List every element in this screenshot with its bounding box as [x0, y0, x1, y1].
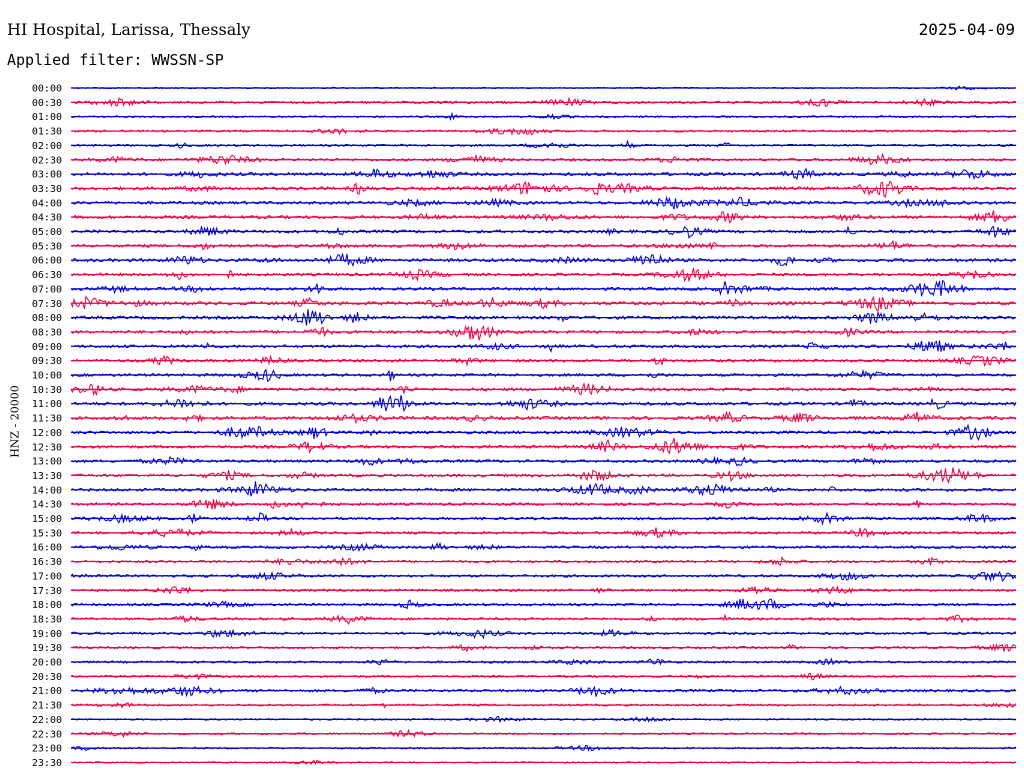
row-time-label: 02:30: [32, 155, 62, 166]
seismic-trace-row: [70, 613, 1017, 626]
row-time-label: 05:30: [32, 241, 62, 252]
seismic-trace-row: [71, 139, 1017, 149]
row-time-label: 21:00: [32, 686, 62, 697]
row-time-label: 09:30: [32, 356, 62, 367]
seismic-trace-row: [70, 455, 1017, 467]
row-time-label: 07:00: [32, 284, 62, 295]
row-time-label: 03:00: [32, 170, 62, 181]
row-time-label: 04:30: [32, 213, 62, 224]
seismic-trace-row: [70, 527, 1017, 538]
row-time-label: 17:00: [32, 571, 62, 582]
row-time-label: 19:30: [32, 643, 62, 654]
row-time-label: 06:00: [32, 256, 62, 267]
row-time-label: 18:00: [32, 600, 62, 611]
station-title: HI Hospital, Larissa, Thessaly: [7, 20, 251, 39]
row-time-label: 14:30: [32, 500, 62, 511]
row-time-label: 20:30: [32, 672, 62, 683]
seismic-trace-row: [70, 628, 1016, 640]
row-time-label: 02:00: [32, 141, 62, 152]
seismic-trace-row: [70, 180, 1017, 198]
row-time-label: 05:00: [32, 227, 62, 238]
seismic-trace-row: [70, 324, 1017, 341]
row-time-label: 03:30: [32, 184, 62, 195]
row-time-label: 04:00: [32, 198, 62, 209]
row-time-label: 01:30: [32, 127, 62, 138]
row-time-label: 11:00: [32, 399, 62, 410]
row-time-label: 20:00: [32, 658, 62, 669]
row-time-label: 08:00: [32, 313, 62, 324]
row-time-label: 08:30: [32, 327, 62, 338]
row-time-label: 18:30: [32, 614, 62, 625]
row-time-label: 16:00: [32, 543, 62, 554]
row-time-label: 10:30: [32, 385, 62, 396]
row-time-label: 00:30: [32, 98, 62, 109]
seismic-trace-row: [70, 210, 1017, 224]
row-time-label: 12:00: [32, 428, 62, 439]
row-time-label: 15:30: [32, 528, 62, 539]
row-time-label: 13:00: [32, 457, 62, 468]
seismic-trace-row: [70, 657, 1017, 666]
seismic-trace-row: [70, 437, 1017, 455]
row-time-label: 22:30: [32, 729, 62, 740]
seismic-trace-row: [70, 685, 1017, 698]
row-time-label: 21:30: [32, 701, 62, 712]
record-date: 2025-04-09: [918, 20, 1015, 39]
row-time-label: 10:00: [32, 371, 62, 382]
row-time-label: 15:00: [32, 514, 62, 525]
seismic-trace-row: [70, 745, 1017, 752]
row-time-label: 17:30: [32, 586, 62, 597]
row-time-label: 11:30: [32, 414, 62, 425]
row-time-label: 00:00: [32, 84, 62, 95]
seismic-trace-row: [70, 127, 1017, 136]
seismic-trace-row: [70, 394, 1017, 413]
seismic-trace-row: [70, 511, 1017, 526]
row-time-label: 22:00: [32, 715, 62, 726]
row-time-label: 23:00: [32, 744, 62, 755]
row-time-label: 14:00: [32, 485, 62, 496]
seismic-trace-row: [70, 295, 1017, 313]
row-time-label: 07:30: [32, 299, 62, 310]
seismic-trace-row: [70, 481, 1017, 497]
seismic-trace-row: [70, 152, 1016, 166]
row-time-label: 12:30: [32, 442, 62, 453]
row-time-label: 01:00: [32, 112, 62, 123]
filter-label: Applied filter: WWSSN-SP: [7, 51, 224, 69]
row-time-label: 19:00: [32, 629, 62, 640]
row-time-label: 16:30: [32, 557, 62, 568]
row-time-label: 23:30: [32, 758, 62, 769]
row-time-label: 06:30: [32, 270, 62, 281]
seismic-trace-row: [70, 253, 1017, 268]
seismic-trace-row: [70, 410, 1017, 425]
seismic-trace-row: [70, 309, 1017, 326]
row-time-label: 09:00: [32, 342, 62, 353]
row-time-label: 13:30: [32, 471, 62, 482]
